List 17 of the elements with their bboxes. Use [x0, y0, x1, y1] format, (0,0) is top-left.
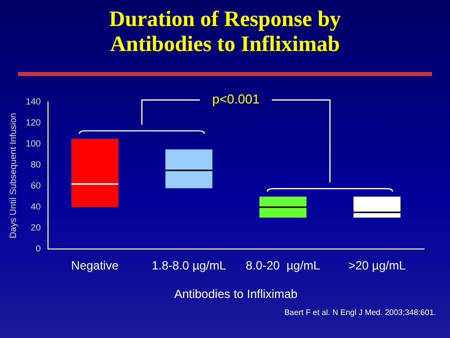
y-tick-label: 20 [30, 222, 41, 233]
y-tick-label: 80 [30, 160, 41, 170]
y-tick-label: 60 [30, 180, 41, 191]
y-tick-label: 100 [26, 138, 41, 149]
y-tick-label: 0 [36, 244, 41, 254]
x-tick-label: 8.0-20 µg/mL [246, 258, 320, 273]
y-tick-label: 140 [26, 96, 41, 106]
y-tick-label: 120 [26, 118, 41, 128]
x-tick-label: >20 µg/mL [348, 258, 406, 273]
y-tick-label: 40 [30, 202, 41, 212]
annotation: p<0.001 [212, 91, 260, 106]
chart-title: Duration of Response by Antibodies to Infliximab [108, 6, 342, 56]
x-axis-title: Antibodies to Infliximab [174, 287, 298, 302]
x-tick-label: 1.8-8.0 µg/mL [152, 258, 226, 273]
y-axis-title: Days Until Subsequent Infusion [8, 112, 18, 238]
text: Baert F et al. N Engl J Med. 2003;348:601. [284, 308, 436, 317]
x-tick-label: Negative [71, 258, 119, 273]
